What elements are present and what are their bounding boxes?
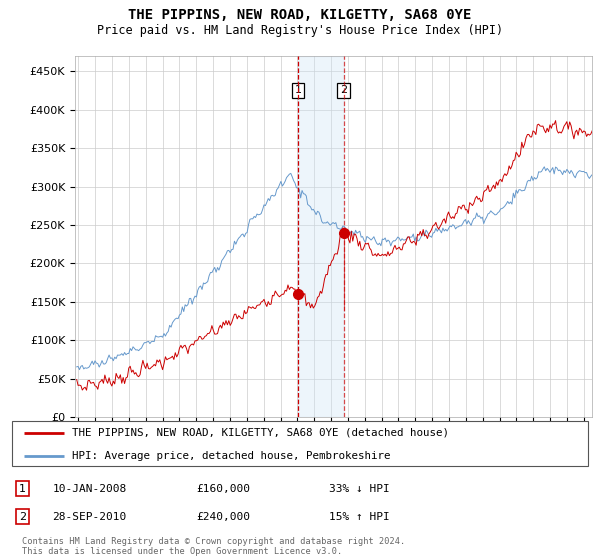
Text: Contains HM Land Registry data © Crown copyright and database right 2024.
This d: Contains HM Land Registry data © Crown c… <box>22 536 406 556</box>
Text: HPI: Average price, detached house, Pembrokeshire: HPI: Average price, detached house, Pemb… <box>73 451 391 461</box>
Text: 10-JAN-2008: 10-JAN-2008 <box>52 484 127 493</box>
Text: 28-SEP-2010: 28-SEP-2010 <box>52 512 127 522</box>
Text: 33% ↓ HPI: 33% ↓ HPI <box>329 484 389 493</box>
Text: £160,000: £160,000 <box>196 484 250 493</box>
Text: 2: 2 <box>19 512 26 522</box>
Text: 15% ↑ HPI: 15% ↑ HPI <box>329 512 389 522</box>
Text: 1: 1 <box>19 484 26 493</box>
Text: £240,000: £240,000 <box>196 512 250 522</box>
Text: 2: 2 <box>340 85 347 95</box>
Text: THE PIPPINS, NEW ROAD, KILGETTY, SA68 0YE (detached house): THE PIPPINS, NEW ROAD, KILGETTY, SA68 0Y… <box>73 428 449 438</box>
Text: THE PIPPINS, NEW ROAD, KILGETTY, SA68 0YE: THE PIPPINS, NEW ROAD, KILGETTY, SA68 0Y… <box>128 8 472 22</box>
Bar <box>298 56 344 417</box>
FancyBboxPatch shape <box>12 421 588 466</box>
Text: Price paid vs. HM Land Registry's House Price Index (HPI): Price paid vs. HM Land Registry's House … <box>97 24 503 36</box>
Text: 1: 1 <box>295 85 301 95</box>
